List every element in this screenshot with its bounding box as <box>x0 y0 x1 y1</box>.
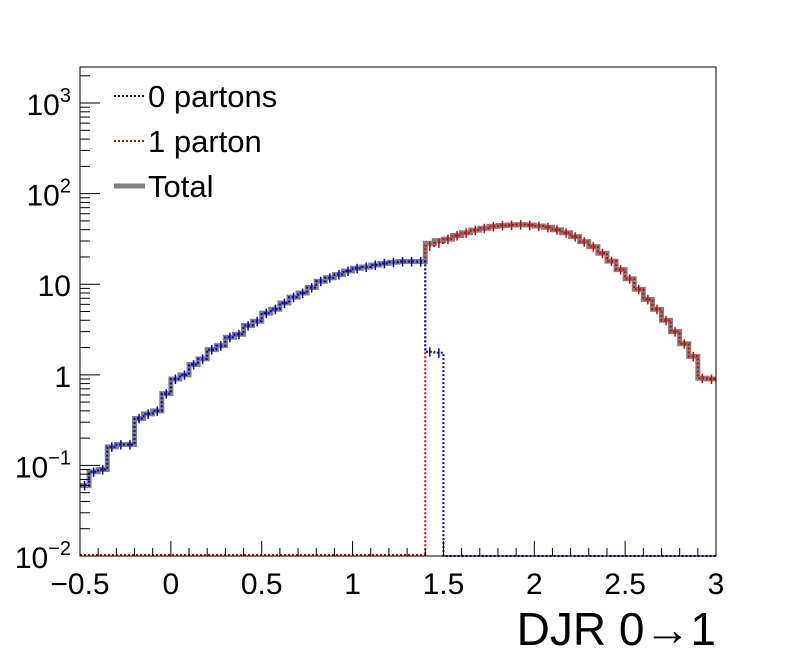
y-tick-label: 10−2 <box>15 538 71 575</box>
x-axis: −0.5 0 0.5 1 1.5 2 2.5 3 <box>50 541 724 601</box>
series-line-1 <box>80 223 716 556</box>
x-tick-label: 3 <box>708 568 725 601</box>
x-tick-label: 0.5 <box>241 568 283 601</box>
y-tick-label: 10 <box>38 270 71 303</box>
x-tick-label: −0.5 <box>50 568 109 601</box>
legend-label: Total <box>148 169 213 204</box>
x-axis-title: DJR 0→1 <box>517 603 716 655</box>
x-tick-label: 1 <box>344 568 361 601</box>
y-axis: 10−2 10−1 1 10 102 103 <box>15 75 100 575</box>
y-tick-label: 102 <box>27 176 72 213</box>
x-tick-label: 2 <box>526 568 543 601</box>
series-layer <box>80 220 716 557</box>
x-tick-label: 2.5 <box>604 568 646 601</box>
legend-label: 0 partons <box>148 79 277 114</box>
x-tick-label: 1.5 <box>423 568 465 601</box>
y-tick-label: 103 <box>27 85 72 122</box>
series-line-0 <box>80 260 716 557</box>
y-tick-label: 10−1 <box>15 447 71 484</box>
plot-area <box>80 67 716 556</box>
x-tick-label: 0 <box>163 568 180 601</box>
legend-label: 1 parton <box>148 124 262 159</box>
y-tick-label: 1 <box>54 361 71 394</box>
legend: 0 partons 1 parton Total <box>114 79 277 204</box>
